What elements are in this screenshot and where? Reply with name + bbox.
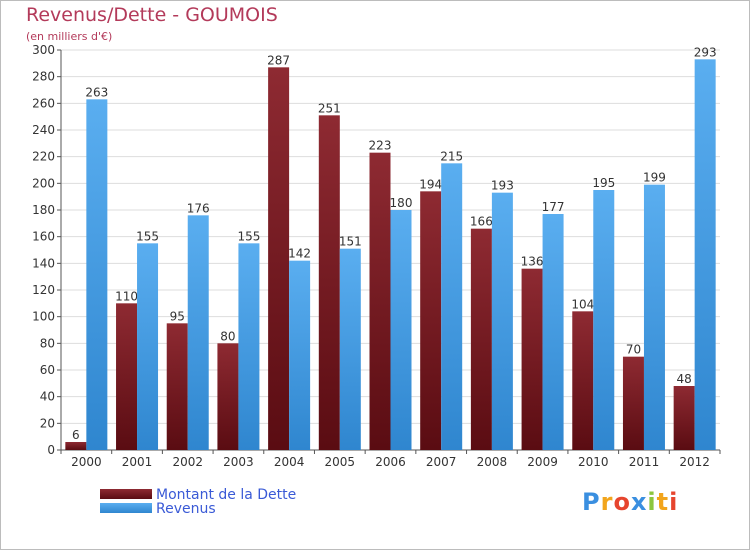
legend-swatch-dette bbox=[100, 489, 152, 499]
y-tick-label: 180 bbox=[32, 203, 55, 217]
bar-revenus bbox=[593, 190, 615, 450]
bar-dette bbox=[65, 442, 87, 450]
y-tick-label: 200 bbox=[32, 176, 55, 190]
bar-revenus bbox=[542, 214, 564, 450]
bar-revenus bbox=[491, 192, 513, 450]
bar-dette bbox=[166, 323, 188, 450]
data-label-revenus: 155 bbox=[237, 229, 260, 243]
x-tick-label: 2007 bbox=[426, 455, 457, 469]
data-label-revenus: 177 bbox=[542, 200, 565, 214]
y-tick-label: 20 bbox=[40, 416, 55, 430]
bar-dette bbox=[470, 228, 492, 450]
logo-letter: i bbox=[669, 488, 679, 516]
x-tick-label: 2009 bbox=[527, 455, 558, 469]
y-tick-label: 60 bbox=[40, 363, 55, 377]
y-tick-label: 140 bbox=[32, 256, 55, 270]
data-label-dette: 110 bbox=[115, 289, 138, 303]
bar-revenus bbox=[86, 99, 108, 450]
x-tick-label: 2005 bbox=[325, 455, 356, 469]
logo-letter: o bbox=[613, 488, 631, 516]
x-tick-label: 2004 bbox=[274, 455, 305, 469]
bar-dette bbox=[318, 115, 340, 450]
bar-revenus bbox=[289, 260, 311, 450]
data-label-revenus: 142 bbox=[288, 247, 311, 261]
bar-dette bbox=[622, 356, 644, 450]
data-label-dette: 48 bbox=[677, 372, 692, 386]
data-label-revenus: 180 bbox=[390, 196, 413, 210]
bar-dette bbox=[217, 343, 239, 450]
y-tick-label: 0 bbox=[47, 443, 55, 457]
x-tick-label: 2000 bbox=[71, 455, 102, 469]
y-tick-label: 240 bbox=[32, 123, 55, 137]
x-tick-label: 2001 bbox=[122, 455, 153, 469]
chart-title: Revenus/Dette - GOUMOIS bbox=[26, 4, 278, 26]
data-label-revenus: 199 bbox=[643, 171, 666, 185]
data-label-dette: 95 bbox=[170, 309, 185, 323]
data-label-dette: 136 bbox=[521, 255, 544, 269]
x-tick-label: 2006 bbox=[375, 455, 406, 469]
data-label-dette: 223 bbox=[369, 139, 392, 153]
y-tick-label: 100 bbox=[32, 310, 55, 324]
bar-revenus bbox=[643, 184, 665, 450]
bar-dette bbox=[420, 191, 442, 451]
data-label-revenus: 193 bbox=[491, 179, 514, 193]
y-tick-label: 80 bbox=[40, 336, 55, 350]
bar-revenus bbox=[187, 215, 209, 450]
proxiti-logo: Proxiti bbox=[582, 488, 678, 516]
logo-letter: r bbox=[600, 488, 614, 516]
y-tick-label: 280 bbox=[32, 70, 55, 84]
x-tick-label: 2010 bbox=[578, 455, 609, 469]
x-tick-label: 2012 bbox=[679, 455, 710, 469]
logo-letter: t bbox=[656, 488, 670, 516]
bar-dette bbox=[673, 386, 695, 450]
data-label-dette: 6 bbox=[72, 428, 80, 442]
bar-dette bbox=[116, 303, 138, 450]
data-label-revenus: 151 bbox=[339, 235, 362, 249]
data-label-revenus: 176 bbox=[187, 201, 210, 215]
bar-revenus bbox=[441, 163, 463, 451]
logo-letter: i bbox=[647, 488, 657, 516]
logo-letter: x bbox=[630, 488, 648, 516]
x-tick-label: 2002 bbox=[172, 455, 203, 469]
bar-dette bbox=[572, 311, 594, 450]
data-label-dette: 70 bbox=[626, 343, 641, 357]
data-label-dette: 287 bbox=[267, 53, 290, 67]
legend-label-revenus: Revenus bbox=[156, 501, 216, 517]
x-tick-label: 2003 bbox=[223, 455, 254, 469]
logo-letter: P bbox=[582, 488, 601, 516]
y-tick-label: 120 bbox=[32, 283, 55, 297]
data-label-revenus: 263 bbox=[85, 85, 108, 99]
bar-revenus bbox=[238, 243, 260, 450]
y-tick-label: 40 bbox=[40, 390, 55, 404]
data-label-dette: 194 bbox=[419, 177, 442, 191]
x-tick-label: 2008 bbox=[477, 455, 508, 469]
y-tick-label: 160 bbox=[32, 230, 55, 244]
data-label-dette: 104 bbox=[571, 297, 594, 311]
data-label-dette: 166 bbox=[470, 215, 493, 229]
bar-revenus bbox=[339, 248, 361, 450]
bar-dette bbox=[268, 67, 290, 450]
bar-revenus bbox=[137, 243, 159, 450]
data-label-revenus: 293 bbox=[694, 45, 717, 59]
chart-subtitle: (en milliers d'€) bbox=[26, 30, 113, 43]
bar-revenus bbox=[694, 59, 716, 450]
bar-dette bbox=[369, 152, 391, 450]
data-label-dette: 251 bbox=[318, 101, 341, 115]
y-tick-label: 220 bbox=[32, 150, 55, 164]
legend-swatch-revenus bbox=[100, 503, 152, 513]
data-label-revenus: 195 bbox=[592, 176, 615, 190]
bar-revenus bbox=[390, 210, 412, 450]
x-tick-label: 2011 bbox=[629, 455, 660, 469]
data-label-dette: 80 bbox=[220, 329, 235, 343]
data-label-revenus: 215 bbox=[440, 149, 463, 163]
bar-dette bbox=[521, 268, 543, 450]
legend-label-dette: Montant de la Dette bbox=[156, 487, 297, 503]
y-tick-label: 260 bbox=[32, 96, 55, 110]
y-tick-label: 300 bbox=[32, 43, 55, 57]
data-label-revenus: 155 bbox=[136, 229, 159, 243]
